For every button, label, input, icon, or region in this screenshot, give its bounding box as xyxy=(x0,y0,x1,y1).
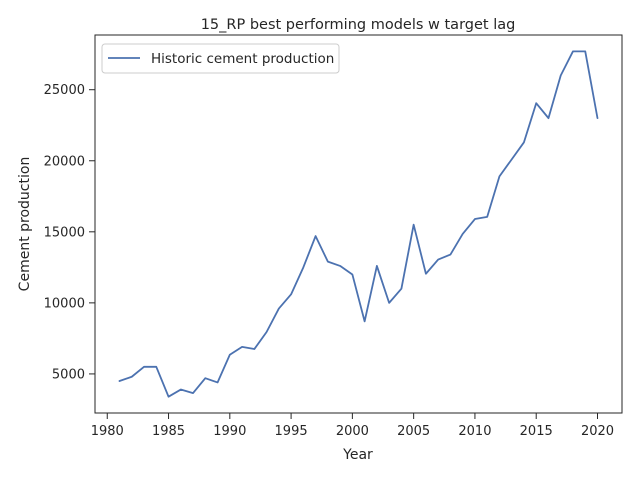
x-axis-label: Year xyxy=(342,447,373,463)
series-line xyxy=(118,50,599,398)
x-tick-label: 2020 xyxy=(581,424,614,439)
legend: Historic cement production xyxy=(101,43,340,74)
x-tick-label: 2015 xyxy=(520,424,553,439)
y-tick-label: 20000 xyxy=(44,154,85,169)
plot-frame xyxy=(94,34,623,414)
y-tick-label: 5000 xyxy=(52,367,85,382)
x-tick-label: 2000 xyxy=(336,424,369,439)
x-tick-label: 1995 xyxy=(275,424,308,439)
x-tick-label: 2005 xyxy=(397,424,430,439)
plot-area: 1980 1985 1990 1995 2000 2005 2010 2015 2020 500… xyxy=(44,34,623,439)
y-axis-label: Cement production xyxy=(17,157,33,292)
x-axis-ticks: 1980 1985 1990 1995 2000 2005 2010 2015 2020 xyxy=(91,413,614,439)
y-tick-label: 10000 xyxy=(44,296,85,311)
y-tick-label: 25000 xyxy=(44,83,85,98)
legend-entry: Historic cement production xyxy=(151,51,334,67)
chart-title: 15_RP best performing models w target la… xyxy=(201,17,516,33)
x-tick-label: 1990 xyxy=(213,424,246,439)
legend-box xyxy=(101,43,340,74)
series-group xyxy=(118,50,599,398)
x-tick-label: 2010 xyxy=(458,424,491,439)
y-axis-ticks: 5000 10000 15000 20000 25000 xyxy=(44,83,95,382)
y-tick-label: 15000 xyxy=(44,225,85,240)
x-tick-label: 1985 xyxy=(152,424,185,439)
x-tick-label: 1980 xyxy=(91,424,124,439)
